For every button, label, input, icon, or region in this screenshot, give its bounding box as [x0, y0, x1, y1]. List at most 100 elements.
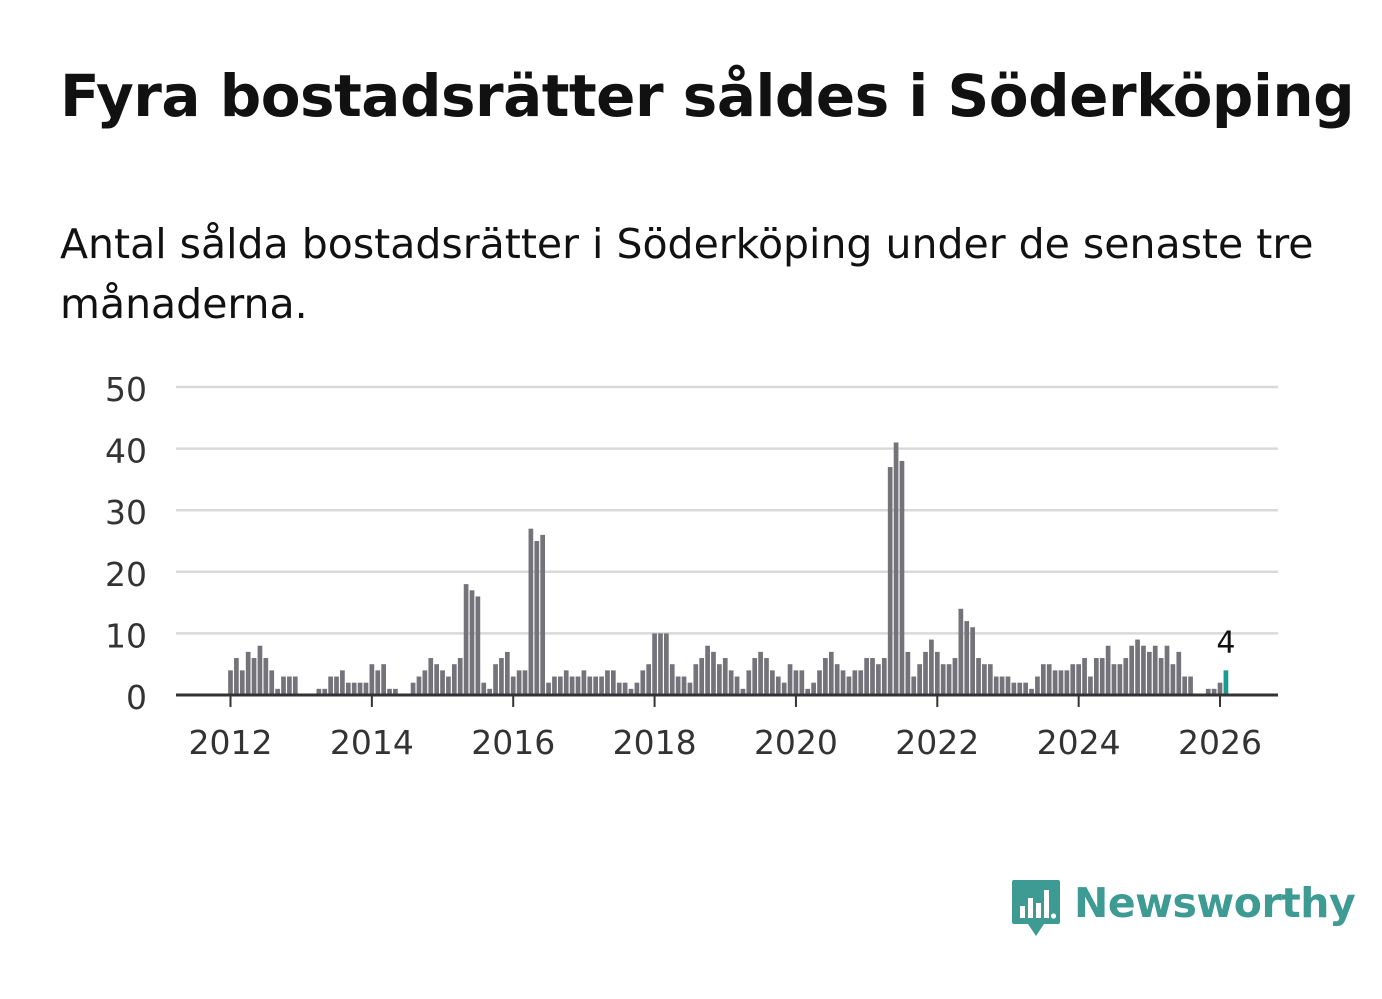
bar — [799, 670, 805, 695]
bar — [528, 528, 534, 695]
bar — [269, 670, 275, 695]
bar — [669, 664, 675, 695]
bar — [1158, 658, 1164, 695]
bar — [758, 651, 763, 695]
bar — [793, 670, 799, 695]
bar — [1064, 670, 1070, 695]
bar — [457, 658, 463, 695]
bar — [1111, 664, 1117, 695]
bar — [440, 670, 445, 695]
bar — [1152, 645, 1158, 695]
bar — [770, 670, 775, 695]
y-tick-label: 40 — [105, 432, 147, 471]
annotations: 4 — [1216, 625, 1235, 660]
bar — [987, 664, 993, 695]
bar — [587, 676, 593, 695]
bar — [781, 682, 787, 695]
bar — [1076, 664, 1082, 695]
x-axis-ticks: 2012 2014 2016 2018 2020 2022 2024 2026 — [189, 695, 1262, 762]
bar — [481, 682, 487, 695]
bar — [1005, 676, 1011, 695]
bar — [817, 670, 822, 695]
x-tick-label: 2012 — [189, 723, 273, 762]
bar — [634, 682, 640, 695]
bar — [929, 639, 934, 695]
bar — [775, 676, 781, 695]
bar — [287, 676, 292, 695]
bar — [428, 658, 434, 695]
bar — [864, 658, 869, 695]
bar — [1205, 688, 1211, 695]
bar — [1170, 664, 1176, 695]
bar — [705, 645, 710, 695]
bar — [546, 682, 551, 695]
bar — [852, 670, 858, 695]
bar — [275, 688, 280, 695]
bar — [1052, 670, 1058, 695]
bar — [410, 682, 416, 695]
bar — [552, 676, 557, 695]
bar — [958, 608, 964, 695]
bar — [228, 670, 233, 695]
highlight-value-label: 4 — [1216, 625, 1235, 660]
brand-logo: Newsworthy — [1010, 878, 1356, 940]
bar — [1017, 682, 1023, 695]
bar — [322, 688, 328, 695]
bar — [711, 651, 716, 695]
bar — [469, 590, 475, 695]
bar — [581, 670, 587, 695]
bar — [1129, 645, 1135, 695]
y-tick-label: 10 — [105, 616, 147, 655]
bar — [1188, 676, 1193, 695]
bar — [611, 670, 616, 695]
bar — [982, 664, 987, 695]
bar — [328, 676, 333, 695]
bar — [1141, 645, 1146, 695]
bar — [693, 664, 699, 695]
bar — [593, 676, 599, 695]
bar — [251, 658, 257, 695]
bar — [340, 670, 345, 695]
bar — [475, 596, 481, 695]
bar — [534, 541, 540, 695]
x-tick-label: 2024 — [1037, 723, 1121, 762]
x-tick-label: 2020 — [754, 723, 838, 762]
bar — [911, 676, 917, 695]
chart-title: Fyra bostadsrätter såldes i Söderköping — [60, 62, 1355, 130]
bar — [664, 633, 669, 695]
bar — [681, 676, 687, 695]
bar — [1011, 682, 1017, 695]
bar — [292, 676, 298, 695]
bar — [357, 682, 363, 695]
bar — [245, 651, 251, 695]
gridlines — [176, 385, 1278, 635]
bar — [811, 682, 816, 695]
bar — [887, 467, 893, 695]
bar — [746, 670, 752, 695]
bar — [675, 676, 681, 695]
bar — [522, 670, 528, 695]
bar — [722, 658, 728, 695]
bar — [375, 670, 381, 695]
bar — [823, 658, 828, 695]
bar — [1099, 658, 1105, 695]
bar — [1182, 676, 1188, 695]
bar — [451, 664, 457, 695]
x-tick-label: 2022 — [895, 723, 979, 762]
y-tick-label: 50 — [105, 370, 147, 409]
bar — [1070, 664, 1076, 695]
y-axis-ticks: 0 10 20 30 40 50 — [105, 370, 147, 717]
bar — [805, 688, 811, 695]
bar — [504, 651, 510, 695]
bar — [840, 670, 846, 695]
bar — [257, 645, 263, 695]
bar — [416, 676, 422, 695]
y-tick-label: 20 — [105, 555, 147, 594]
bar — [446, 676, 451, 695]
bar — [923, 651, 928, 695]
bar — [434, 664, 439, 695]
bar — [917, 664, 922, 695]
bar — [952, 658, 958, 695]
bar — [351, 682, 357, 695]
